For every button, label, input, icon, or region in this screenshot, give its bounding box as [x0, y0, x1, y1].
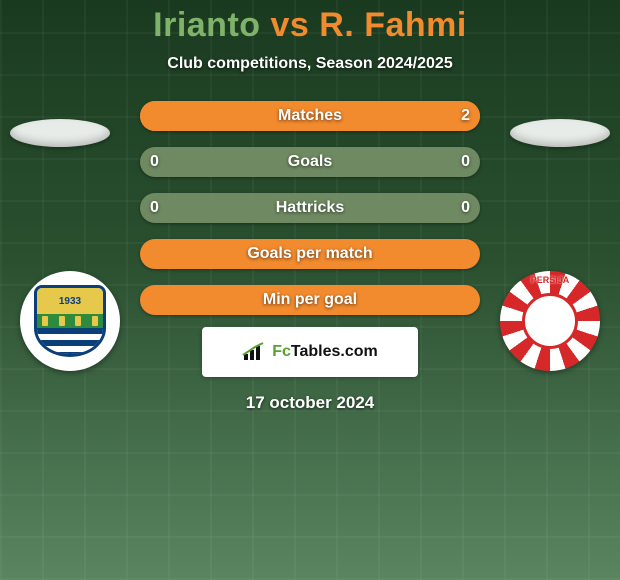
stat-rows-container: Matches 2 0 Goals 0 0 Hattricks 0 Goals per matc…	[140, 101, 480, 331]
player-left-name: Irianto	[153, 6, 260, 44]
stat-label: Matches	[278, 107, 342, 125]
player-right-name: R. Fahmi	[319, 6, 467, 44]
stat-label: Goals	[288, 153, 332, 171]
crest-left-year: 1933	[37, 288, 103, 314]
chart-icon	[242, 342, 266, 362]
stat-row: Min per goal	[140, 285, 480, 315]
brand-suffix: Tables.com	[291, 343, 378, 360]
brand-prefix: Fc	[272, 343, 291, 360]
crest-right-text: PERSIJA	[500, 275, 600, 285]
player-right-pedestal	[510, 119, 610, 147]
comparison-title: Irianto vs R. Fahmi	[0, 6, 620, 45]
subtitle-text: Club competitions, Season 2024/2025	[0, 55, 620, 73]
stat-row: 0 Goals 0	[140, 147, 480, 177]
club-crest-right-graphic: PERSIJA	[500, 271, 600, 371]
stat-value-right: 2	[461, 107, 470, 125]
stat-value-right: 0	[461, 153, 470, 171]
stat-label: Min per goal	[263, 291, 357, 309]
stat-row: Matches 2	[140, 101, 480, 131]
comparison-area: 1933 PERSIJA Matches 2 0 Goals 0 0 Hattricks 0 G…	[0, 101, 620, 321]
brand-box: FcTables.com	[202, 327, 418, 377]
stat-value-left: 0	[150, 199, 159, 217]
stat-row: 0 Hattricks 0	[140, 193, 480, 223]
stat-label: Hattricks	[276, 199, 344, 217]
date-text: 17 october 2024	[0, 393, 620, 413]
stat-value-right: 0	[461, 199, 470, 217]
club-crest-right: PERSIJA	[500, 271, 600, 371]
stat-value-left: 0	[150, 153, 159, 171]
club-crest-left-graphic: 1933	[20, 271, 120, 371]
vs-separator: vs	[261, 6, 320, 44]
brand-text: FcTables.com	[272, 343, 378, 361]
stat-row: Goals per match	[140, 239, 480, 269]
content-wrapper: Irianto vs R. Fahmi Club competitions, S…	[0, 0, 620, 580]
stat-label: Goals per match	[247, 245, 372, 263]
player-left-pedestal	[10, 119, 110, 147]
club-crest-left: 1933	[20, 271, 120, 371]
